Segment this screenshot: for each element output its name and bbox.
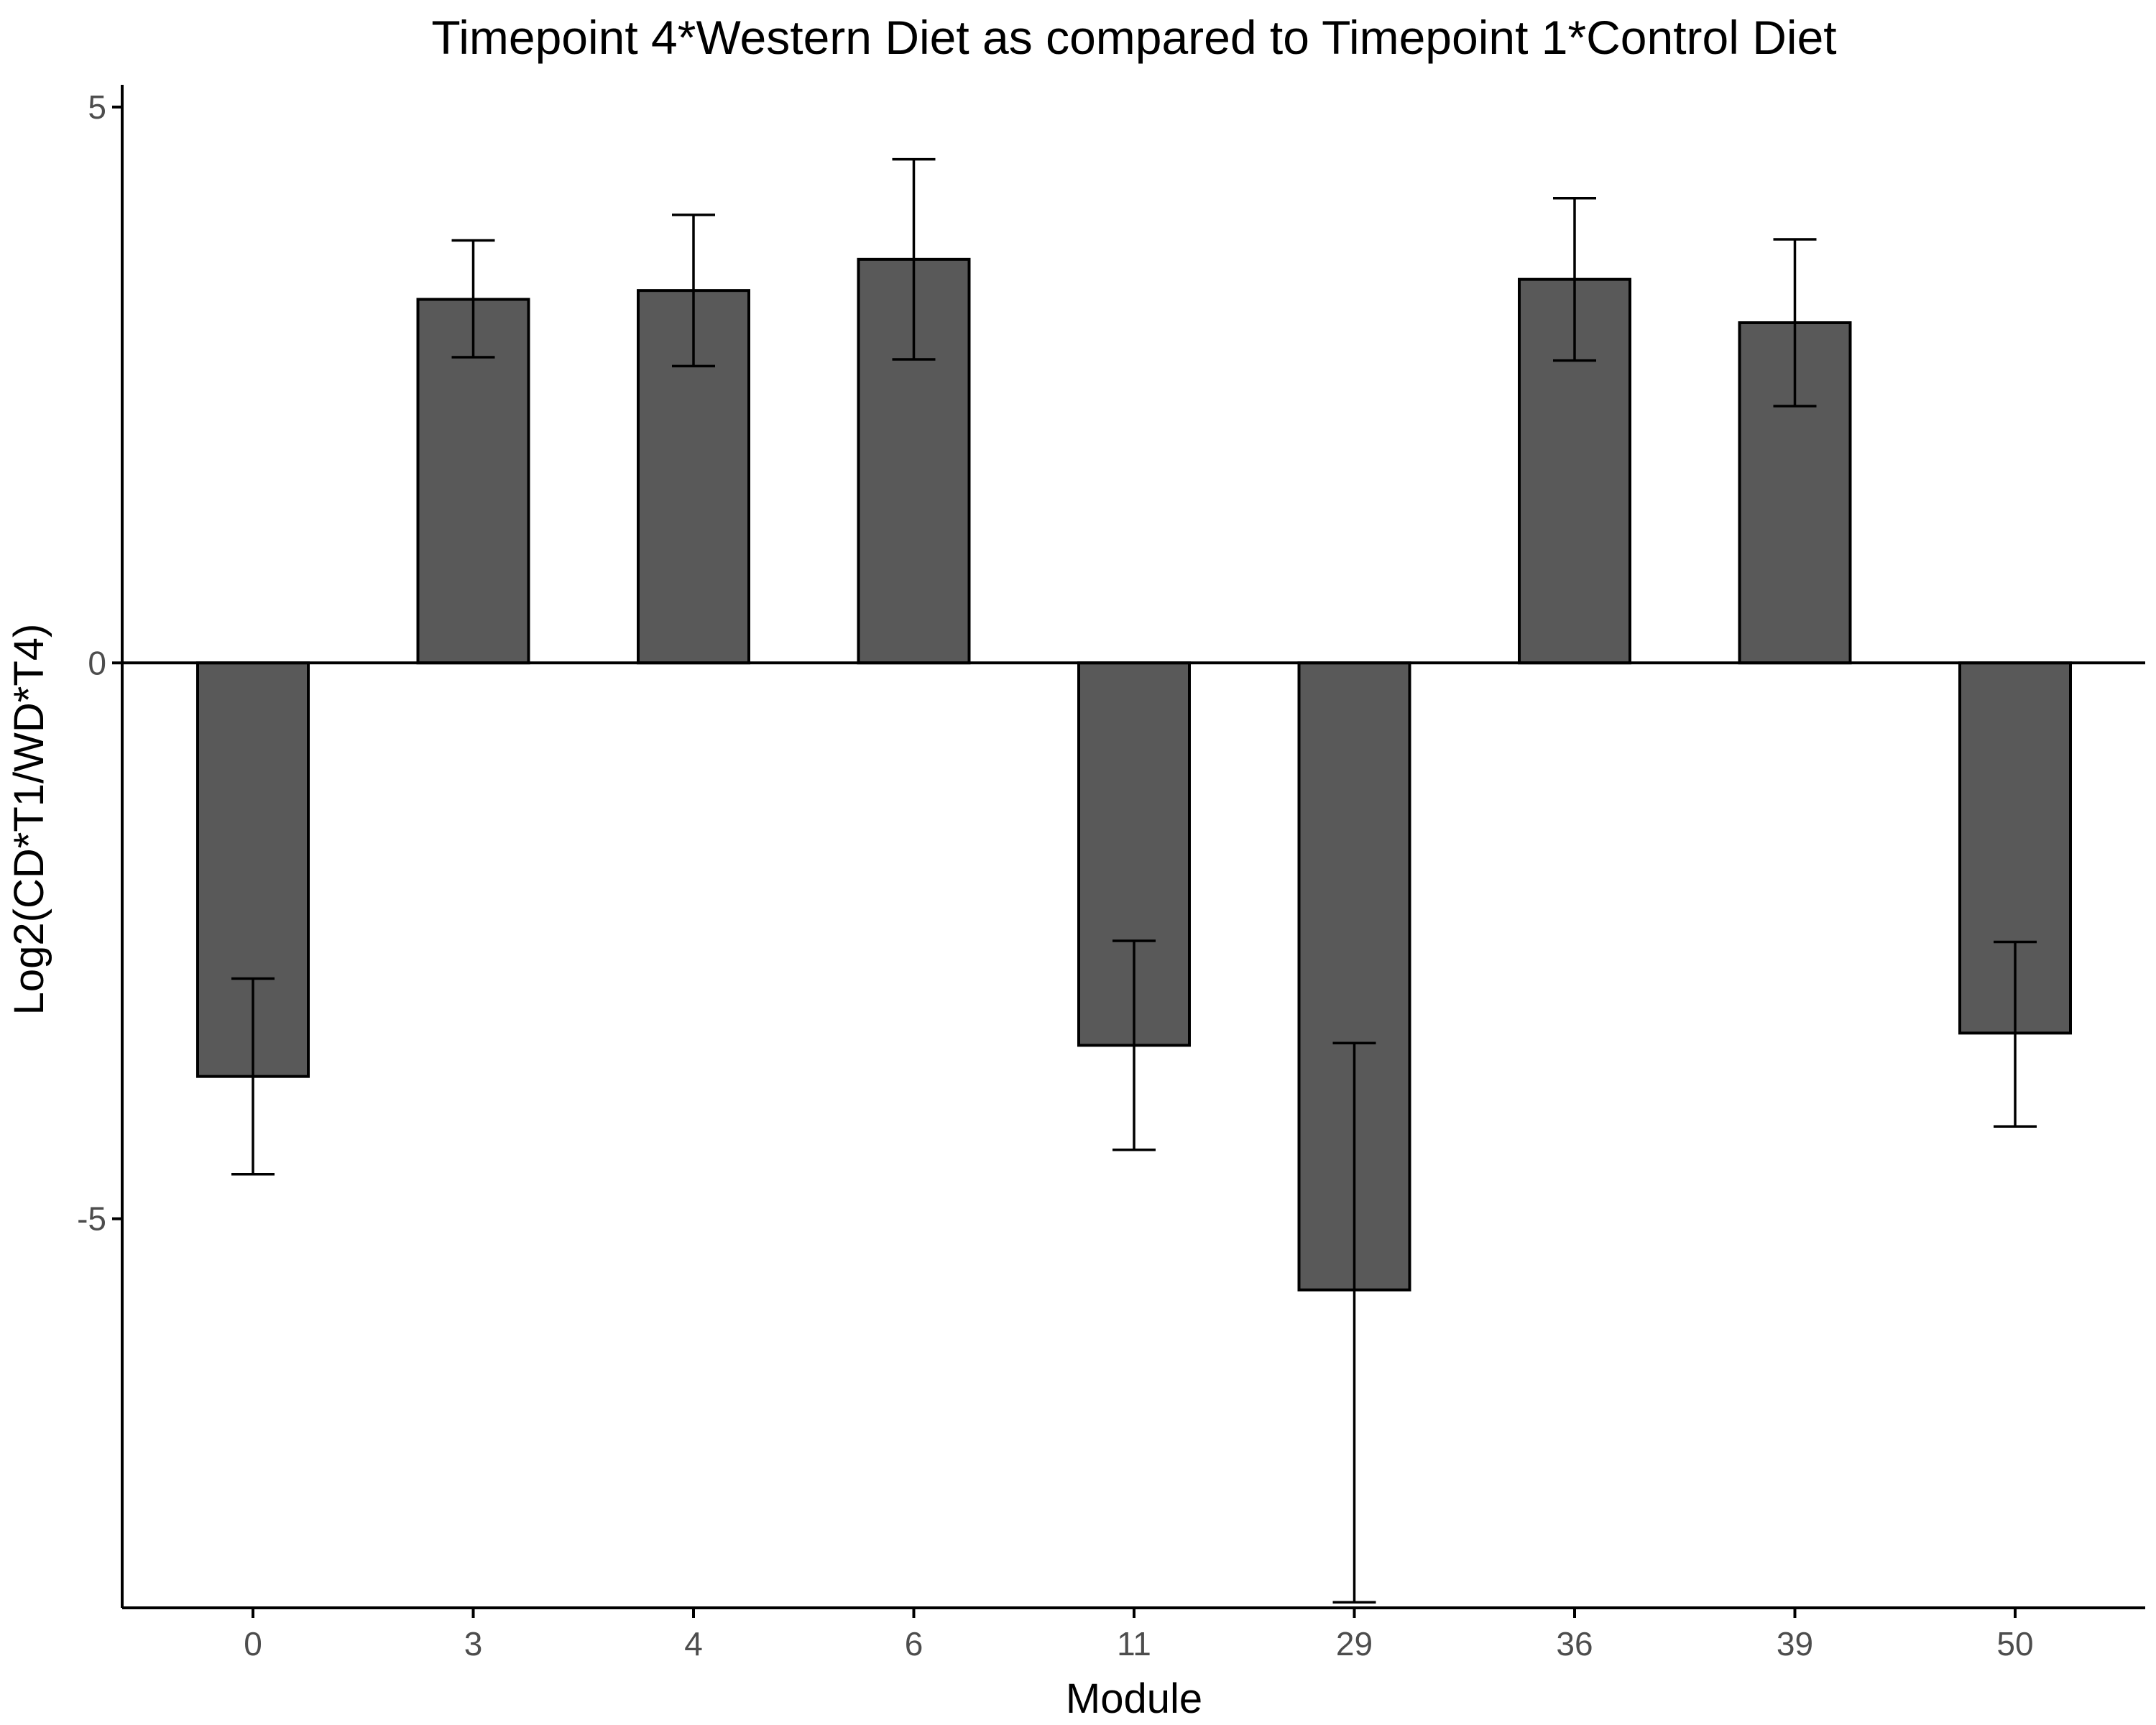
- error-bar-module-0: [231, 977, 275, 1176]
- error-bar-module-29: [1332, 1041, 1376, 1604]
- x-tick-label: 11: [1117, 1625, 1151, 1662]
- y-ticks: -5 0 5: [77, 88, 122, 1238]
- y-tick-label: -5: [77, 1200, 106, 1238]
- error-bar-module-36: [1553, 197, 1596, 362]
- bar-module-3: [416, 298, 530, 665]
- x-tick-label: 39: [1777, 1625, 1813, 1662]
- x-tick-label: 29: [1336, 1625, 1373, 1662]
- y-axis: -5 0 5: [77, 85, 124, 1608]
- x-axis-title: Module: [1066, 1675, 1202, 1722]
- y-tick-label: 0: [88, 644, 106, 681]
- y-tick-label: 5: [88, 88, 106, 126]
- x-tick-label: 4: [684, 1625, 703, 1662]
- x-tick-label: 0: [244, 1625, 262, 1662]
- x-tick-label: 36: [1556, 1625, 1593, 1662]
- x-tick-label: 6: [905, 1625, 923, 1662]
- y-axis-title: Log2(CD*T1/WD*T4): [6, 624, 52, 1016]
- x-ticks: 0 3 4 6 11 29 36 39 50: [244, 1608, 2034, 1662]
- error-bar-module-50: [1994, 940, 2037, 1128]
- x-tick-label: 3: [464, 1625, 483, 1662]
- error-bars: [231, 157, 2037, 1604]
- error-bar-module-4: [672, 213, 715, 368]
- x-axis: 0 3 4 6 11 29 36 39 50: [122, 1606, 2145, 1662]
- chart-title: Timepoint 4*Western Diet as compared to …: [431, 11, 1836, 64]
- error-bar-module-3: [451, 239, 495, 359]
- error-bar-module-39: [1773, 238, 1817, 408]
- error-bar-module-6: [892, 157, 936, 361]
- error-bar-module-11: [1112, 939, 1156, 1151]
- x-tick-label: 50: [1996, 1625, 2033, 1662]
